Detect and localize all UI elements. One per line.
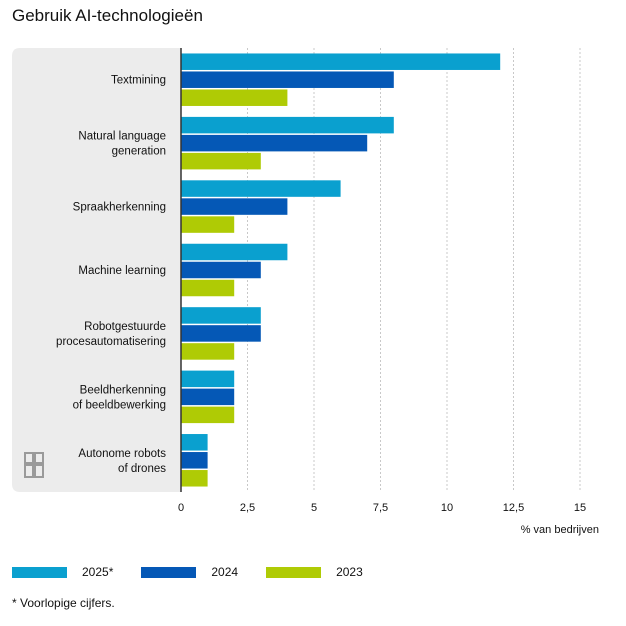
bar (181, 116, 394, 134)
chart-title: Gebruik AI-technologieën (12, 6, 203, 25)
bar (181, 307, 261, 324)
bar (181, 279, 235, 297)
legend-swatch-2023 (266, 566, 322, 578)
bar (181, 470, 208, 487)
cbs-logo-icon (24, 452, 44, 478)
x-tick-label: 12,5 (503, 502, 524, 514)
legend-label-2024: 2024 (211, 565, 239, 579)
category-label: Beeldherkenning of beeldbewerking (73, 384, 166, 411)
bar (181, 89, 288, 106)
bar (181, 243, 288, 261)
x-tick-label: 2,5 (240, 502, 255, 514)
legend-item-2024: 2024 (141, 565, 238, 579)
bar (181, 325, 261, 342)
x-tick-label: 7,5 (373, 502, 388, 514)
bar (181, 434, 208, 451)
bar (181, 71, 394, 88)
bar (181, 388, 235, 406)
bar (181, 343, 235, 360)
legend-item-2023: 2023 (266, 565, 363, 579)
footnote: * Voorlopige cijfers. (12, 596, 115, 610)
x-tick-label: 5 (311, 502, 317, 514)
category-label: Spraakherkenning (73, 202, 166, 214)
bar (181, 198, 288, 215)
legend-swatch-2025 (12, 566, 67, 578)
legend: 2025* 2024 2023 (12, 565, 391, 579)
category-panel (12, 48, 181, 492)
bar (181, 406, 235, 424)
bar (181, 152, 261, 170)
bar (181, 216, 235, 233)
x-tick-label: 15 (574, 502, 586, 514)
category-label: Natural language generation (78, 131, 166, 158)
category-label: Autonome robots of drones (78, 448, 166, 475)
x-axis-label: % van bedrijven (521, 524, 599, 536)
bar (181, 370, 235, 388)
legend-item-2025: 2025* (12, 565, 113, 579)
legend-label-2023: 2023 (336, 565, 363, 579)
x-tick-label: 10 (441, 502, 453, 514)
chart-plot: Textmining Natural language generation Spra… (12, 48, 599, 536)
legend-label-2025: 2025* (82, 565, 114, 579)
bar (181, 53, 501, 70)
legend-swatch-2024 (141, 566, 197, 578)
bar (181, 452, 208, 469)
bar (181, 261, 261, 279)
x-tick-label: 0 (178, 502, 184, 514)
bar (181, 180, 341, 197)
bar (181, 134, 368, 152)
category-label: Textmining (111, 75, 166, 87)
category-label: Machine learning (78, 265, 166, 277)
category-label: Robotgestuurde procesautomatisering (56, 321, 166, 348)
